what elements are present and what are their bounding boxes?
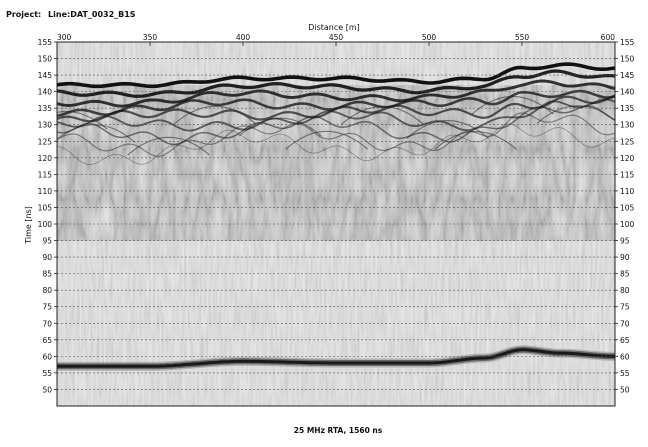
x-tick-label: 600 <box>601 33 616 42</box>
y-tick-label-left: 145 <box>38 71 53 80</box>
y-tick-label-right: 65 <box>620 336 630 345</box>
y-tick-label-right: 125 <box>620 137 635 146</box>
scatter-texture <box>57 85 615 241</box>
y-tick-label-right: 70 <box>620 319 630 328</box>
y-tick-label-right: 90 <box>620 253 630 262</box>
diffraction-hyperbola <box>434 131 517 150</box>
deep-reflector-line <box>57 348 615 368</box>
tick-labels: 50 50 55 55 60 60 65 65 70 70 75 75 80 80 85 85 90 90 95 95… <box>38 33 635 394</box>
x-tick-label: 400 <box>236 33 251 42</box>
diffraction-hyperbola <box>238 117 322 137</box>
y-tick-label-right: 150 <box>620 55 635 64</box>
y-tick-label-left: 155 <box>38 38 53 47</box>
diffraction-hyperbola <box>341 105 424 125</box>
y-tick-label-right: 130 <box>620 121 635 130</box>
y-axis-title: Time [ns] <box>24 206 33 245</box>
surface-reflection-band <box>57 79 615 108</box>
y-tick-label-right: 75 <box>620 303 630 312</box>
y-tick-label-left: 70 <box>42 319 52 328</box>
y-tick-label-left: 140 <box>38 88 53 97</box>
y-tick-label-right: 135 <box>620 104 635 113</box>
surface-reflection-band <box>57 112 615 157</box>
diffraction-hyperbola <box>406 120 489 139</box>
surface-reflection-band <box>57 94 615 123</box>
y-tick-label-right: 100 <box>620 220 635 229</box>
y-tick-label-left: 100 <box>38 220 53 229</box>
x-tick-label: 550 <box>515 33 530 42</box>
diffraction-hyperbola <box>127 136 210 156</box>
surface-reflection-band <box>57 62 615 89</box>
x-tick-label: 450 <box>329 33 344 42</box>
y-tick-label-right: 60 <box>620 352 630 361</box>
y-tick-label-left: 65 <box>42 336 52 345</box>
surface-reflection-band <box>57 123 615 166</box>
diffraction-hyperbola <box>536 105 615 124</box>
surface-reflection-band <box>57 98 615 132</box>
footer-caption: 25 MHz RTA, 1560 ns <box>294 426 383 435</box>
chart-header: Project: Line:DAT_0032_B1S <box>6 10 136 19</box>
surface-reflection-band <box>57 105 615 146</box>
y-tick-label-left: 120 <box>38 154 53 163</box>
y-tick-label-left: 55 <box>42 369 52 378</box>
y-tick-label-left: 150 <box>38 55 53 64</box>
diffraction-hyperbola <box>57 110 108 130</box>
y-tick-label-right: 50 <box>620 385 630 394</box>
y-tick-label-left: 115 <box>38 170 53 179</box>
x-tick-label: 350 <box>143 33 158 42</box>
y-tick-label-right: 145 <box>620 71 635 80</box>
y-tick-label-right: 55 <box>620 369 630 378</box>
y-tick-label-left: 125 <box>38 137 53 146</box>
y-tick-label-left: 60 <box>42 352 52 361</box>
y-tick-label-right: 95 <box>620 237 630 246</box>
y-tick-label-left: 80 <box>42 286 52 295</box>
diffraction-hyperbola <box>471 95 554 115</box>
x-axis-title: Distance [m] <box>308 23 360 32</box>
surface-reflection-band <box>57 69 615 98</box>
y-tick-label-left: 110 <box>38 187 53 196</box>
y-tick-label-left: 90 <box>42 253 52 262</box>
y-tick-label-right: 85 <box>620 270 630 279</box>
y-tick-label-left: 75 <box>42 303 52 312</box>
y-tick-label-right: 140 <box>620 88 635 97</box>
y-tick-label-right: 155 <box>620 38 635 47</box>
y-tick-label-right: 80 <box>620 286 630 295</box>
y-tick-label-right: 115 <box>620 170 635 179</box>
reflector-layer <box>57 62 615 371</box>
y-tick-label-left: 85 <box>42 270 52 279</box>
x-tick-label: 300 <box>57 33 72 42</box>
x-tick-label: 500 <box>422 33 437 42</box>
y-tick-label-right: 105 <box>620 203 635 212</box>
line-label: Line:DAT_0032_B1S <box>48 10 136 19</box>
y-tick-label-right: 110 <box>620 187 635 196</box>
project-label: Project: <box>6 10 42 19</box>
diffraction-hyperbola <box>285 130 368 150</box>
y-tick-label-left: 95 <box>42 237 52 246</box>
y-tick-label-left: 105 <box>38 203 53 212</box>
diffraction-hyperbola <box>173 105 257 125</box>
y-tick-label-left: 135 <box>38 104 53 113</box>
tick-marks <box>54 41 618 390</box>
y-tick-label-left: 130 <box>38 121 53 130</box>
y-tick-label-left: 50 <box>42 385 52 394</box>
y-tick-label-right: 120 <box>620 154 635 163</box>
